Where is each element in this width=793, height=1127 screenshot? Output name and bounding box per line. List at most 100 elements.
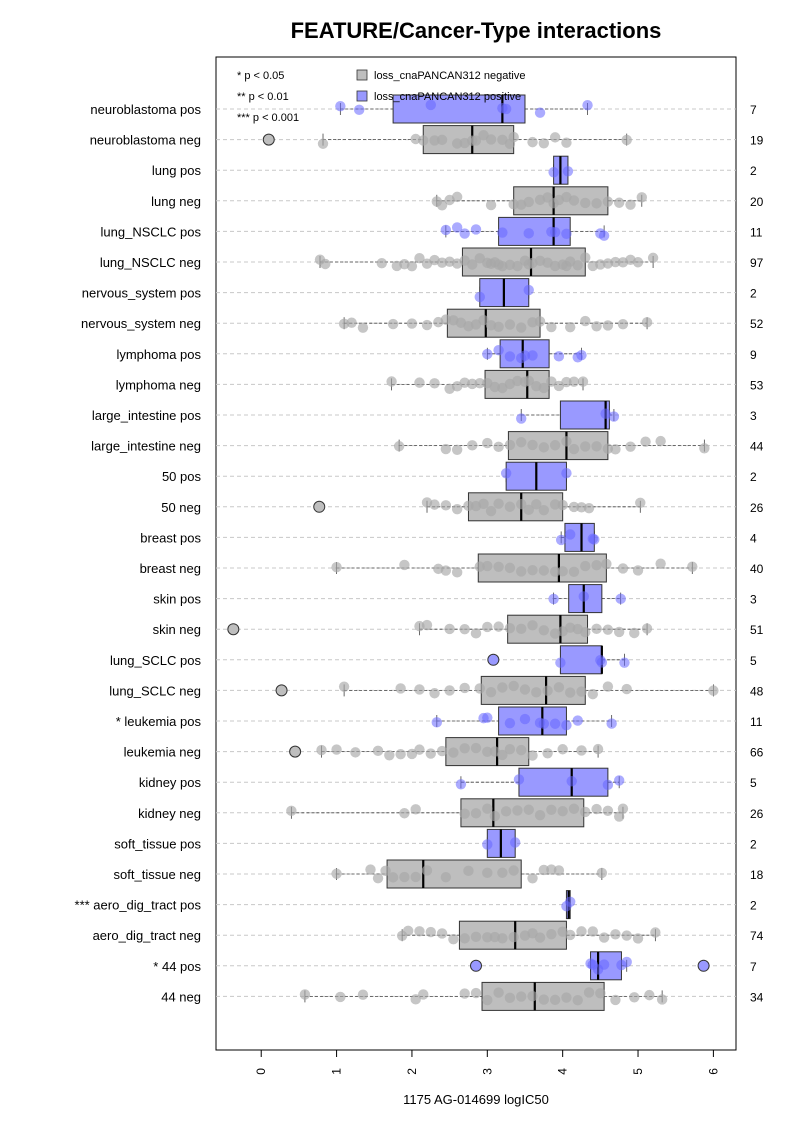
data-point: [568, 803, 580, 814]
data-point: [516, 498, 527, 510]
data-point: [470, 224, 482, 235]
data-point: [699, 443, 710, 454]
data-point: [610, 994, 621, 1006]
box: [386, 859, 522, 889]
outlier-point: [289, 745, 302, 758]
data-point: [546, 864, 557, 875]
data-point: [467, 378, 478, 390]
data-point: [482, 803, 493, 814]
data-point: [523, 196, 534, 208]
data-point: [621, 930, 632, 941]
data-point: [641, 317, 653, 328]
data-point: [317, 138, 329, 149]
data-point: [451, 567, 463, 578]
data-point: [591, 321, 602, 332]
data-point: [561, 992, 572, 1003]
data-point: [429, 499, 440, 510]
significance-key: * p < 0.05: [237, 70, 284, 82]
data-point: [608, 411, 620, 422]
data-point: [418, 989, 429, 1000]
sample-count: 5: [750, 654, 757, 668]
data-point: [482, 746, 493, 758]
sample-count: 2: [750, 899, 757, 913]
data-point: [561, 228, 572, 239]
data-point: [467, 259, 478, 270]
data-point: [485, 686, 497, 698]
sample-count: 9: [750, 348, 757, 362]
data-point: [587, 926, 599, 937]
data-point: [387, 318, 399, 330]
row-label: 44 neg: [161, 989, 201, 1004]
data-point: [549, 566, 561, 577]
data-point: [565, 687, 576, 698]
data-point: [580, 806, 591, 818]
data-point: [478, 498, 489, 510]
data-point: [436, 928, 448, 939]
data-point: [504, 623, 516, 634]
sample-count: 2: [750, 164, 757, 178]
data-point: [493, 987, 504, 998]
data-point: [647, 252, 659, 264]
row-label: nervous_system neg: [81, 316, 201, 331]
data-point: [451, 138, 463, 149]
data-point: [557, 744, 568, 755]
data-point: [580, 197, 591, 209]
data-point: [561, 720, 572, 731]
data-point: [512, 375, 523, 387]
data-point: [451, 222, 463, 233]
data-point: [470, 808, 482, 819]
data-point: [357, 989, 369, 1000]
data-point: [410, 871, 421, 883]
data-point: [516, 744, 527, 756]
data-point: [538, 864, 550, 876]
data-point: [576, 502, 587, 513]
data-point: [497, 933, 508, 944]
data-point: [482, 839, 493, 850]
count-labels: 7 19 2 20 11 97 2 52 9 53 3 44 2 26 4 40 3 51 5 48 11 66 5 26 2 1…: [750, 103, 764, 1004]
data-point: [553, 865, 565, 876]
data-point: [436, 134, 448, 146]
data-point: [399, 808, 410, 819]
data-point: [527, 136, 538, 148]
data-point: [602, 779, 614, 791]
data-point: [470, 135, 482, 146]
data-point: [497, 682, 508, 693]
data-point: [546, 804, 557, 815]
x-axis: 0 1 2 3 4 5 6: [254, 1050, 720, 1075]
data-point: [542, 685, 553, 696]
data-point: [596, 657, 608, 668]
data-point: [470, 742, 482, 754]
row-label: lung_SCLC neg: [109, 683, 201, 698]
data-point: [470, 628, 482, 639]
data-point: [512, 805, 523, 816]
data-point: [527, 439, 538, 451]
data-point: [591, 198, 602, 209]
data-point: [470, 931, 482, 943]
data-point: [610, 444, 621, 455]
data-point: [636, 192, 647, 203]
data-point: [523, 375, 534, 386]
row-label: breast pos: [140, 530, 201, 545]
data-point: [387, 872, 399, 883]
data-point: [534, 810, 546, 821]
outlier-point: [470, 959, 482, 972]
data-point: [431, 717, 443, 728]
data-point: [576, 686, 587, 697]
data-point: [500, 806, 512, 817]
data-point: [591, 441, 602, 452]
data-point: [534, 932, 546, 943]
data-point: [598, 932, 610, 943]
data-point: [580, 252, 591, 263]
data-point: [414, 744, 425, 755]
data-point: [504, 717, 516, 729]
row-label: 50 neg: [161, 500, 201, 515]
data-point: [650, 927, 661, 938]
data-point: [655, 435, 666, 447]
data-point: [523, 804, 534, 815]
data-point: [440, 565, 452, 576]
data-point: [527, 873, 538, 884]
data-point: [350, 747, 361, 758]
data-point: [299, 989, 311, 1000]
data-point: [621, 956, 632, 968]
data-point: [346, 317, 357, 328]
